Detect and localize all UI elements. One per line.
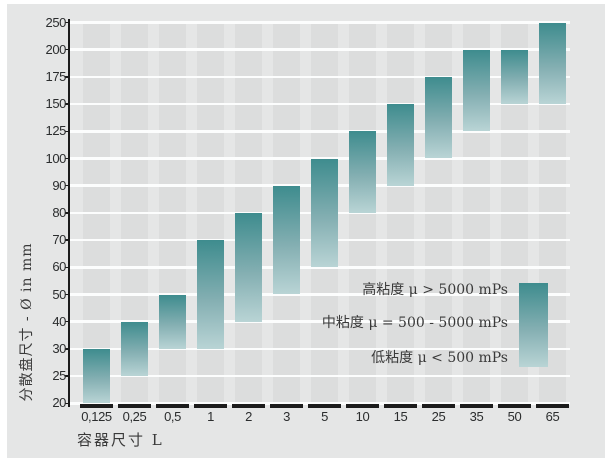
x-axis-dash	[118, 403, 151, 409]
range-bar	[197, 240, 224, 349]
range-bar	[121, 321, 148, 377]
x-axis-dash	[422, 403, 455, 409]
range-bar	[311, 158, 338, 268]
y-tick-label: 25	[52, 368, 66, 384]
x-tick-label: 3	[283, 408, 290, 424]
x-axis-dash	[498, 403, 531, 409]
x-axis-dash	[536, 403, 569, 409]
y-tick-label: 50	[52, 286, 66, 302]
x-tick-label: 15	[393, 408, 408, 424]
x-axis-title: 容器尺寸 L	[77, 431, 164, 449]
y-axis-tickmark	[65, 48, 70, 51]
range-bar	[463, 49, 490, 132]
y-axis-tickmark	[65, 184, 70, 187]
x-tick-label: 5	[321, 408, 328, 424]
grid-row-line	[70, 102, 570, 106]
x-tick-label: 65	[545, 408, 560, 424]
y-axis-tickmark	[65, 266, 70, 269]
x-tick-label: 35	[469, 408, 484, 424]
x-axis-dash	[384, 403, 417, 409]
y-tick-label: 70	[52, 232, 66, 248]
x-tick-label: 25	[431, 408, 446, 424]
y-tick-label: 250	[45, 14, 67, 30]
x-tick-label: 1	[207, 408, 214, 424]
range-bar	[349, 131, 376, 213]
y-tick-label: 30	[52, 340, 66, 356]
y-tick-label: 40	[52, 313, 66, 329]
x-tick-label: 0,125	[81, 408, 112, 424]
legend-item-high-viscosity: 高粘度 μ > 5000 mPs	[362, 282, 508, 298]
legend-item-medium-viscosity: 中粘度 μ = 500 - 5000 mPs	[321, 315, 508, 331]
x-axis-dash	[270, 403, 303, 409]
y-tick-label: 200	[45, 41, 67, 57]
x-tick-label: 2	[245, 408, 252, 424]
y-tick-label: 100	[45, 150, 67, 166]
y-axis-tickmark	[65, 348, 70, 350]
y-axis-tickmark	[65, 76, 70, 78]
legend-gradient-swatch	[519, 283, 548, 367]
y-tick-label: 60	[52, 259, 66, 275]
grid-row-line	[70, 374, 570, 378]
range-bar	[501, 49, 528, 105]
chart-panel: 分散盘尺寸 - Ø in mm 容器尺寸 L 高粘度 μ > 5000 mPs …	[7, 4, 605, 458]
y-tick-label: 175	[45, 68, 67, 84]
grid-row-line	[70, 21, 570, 24]
x-axis-dash	[460, 403, 493, 409]
y-axis-line	[68, 18, 70, 408]
y-tick-label: 90	[52, 177, 66, 193]
range-bar	[425, 76, 452, 159]
range-bar	[539, 22, 566, 105]
x-axis-dash	[194, 403, 227, 409]
grid-row-line	[70, 75, 570, 79]
x-axis-dash	[80, 403, 113, 409]
y-axis-tickmark	[65, 21, 70, 24]
grid-row-line	[70, 266, 570, 269]
legend-item-low-viscosity: 低粘度 μ < 500 mPs	[371, 350, 508, 366]
range-bar	[387, 104, 414, 186]
grid-row-line	[70, 293, 570, 296]
grid-row-line	[70, 48, 570, 51]
x-tick-label: 0,25	[122, 408, 147, 424]
y-axis-tickmark	[65, 320, 70, 323]
range-bar	[235, 212, 262, 322]
grid-row-line	[70, 347, 570, 351]
y-tick-label: 125	[45, 123, 67, 139]
x-tick-label: 10	[355, 408, 370, 424]
grid-row-line	[70, 130, 570, 133]
x-axis-dash	[156, 403, 189, 409]
x-axis-dash	[346, 403, 379, 409]
x-tick-label: 50	[507, 408, 522, 424]
y-tick-label: 80	[52, 204, 66, 220]
y-axis-tickmark	[65, 375, 70, 377]
y-axis-tickmark	[65, 130, 70, 133]
x-axis-dash	[308, 403, 341, 409]
y-tick-label: 20	[52, 395, 66, 411]
range-bar	[83, 348, 110, 404]
y-axis-tickmark	[65, 239, 70, 241]
y-axis-tickmark	[65, 103, 70, 105]
x-axis-dash	[232, 403, 265, 409]
y-axis-tickmark	[65, 157, 70, 160]
grid-row-line	[70, 320, 570, 323]
x-tick-label: 0,5	[164, 408, 181, 424]
range-bar	[159, 294, 186, 349]
y-axis-tickmark	[65, 293, 70, 296]
range-bar	[273, 185, 300, 295]
y-axis-tickmark	[65, 212, 70, 214]
y-tick-label: 150	[45, 96, 67, 112]
grid-row-line	[70, 402, 570, 405]
grid-row-line	[70, 157, 570, 160]
y-axis-tickmark	[65, 402, 70, 405]
